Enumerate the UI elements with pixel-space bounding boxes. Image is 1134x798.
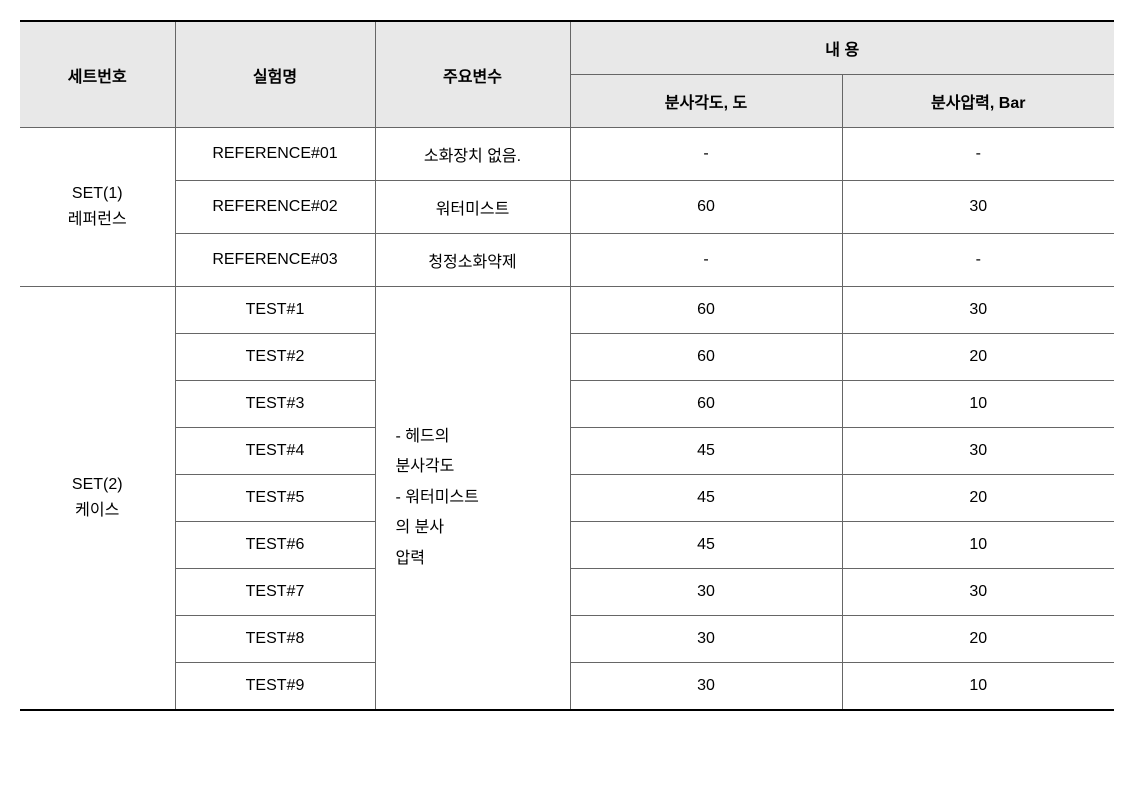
set2-mainvar-line: 의 분사 (396, 519, 445, 536)
cell-pressure: 10 (842, 381, 1114, 428)
cell-angle: - (570, 128, 842, 181)
table-header-row-1: 세트번호 실험명 주요변수 내 용 (20, 21, 1114, 75)
header-setno: 세트번호 (20, 21, 175, 128)
set2-label: SET(2) 케이스 (20, 287, 175, 711)
cell-pressure: 20 (842, 475, 1114, 522)
cell-angle: 30 (570, 569, 842, 616)
set2-mainvar-line: - 워터미스트 (396, 489, 479, 506)
cell-pressure: 30 (842, 428, 1114, 475)
table-row: REFERENCE#03 청정소화약제 - - (20, 234, 1114, 287)
cell-pressure: 30 (842, 181, 1114, 234)
cell-angle: - (570, 234, 842, 287)
set1-label-line1: SET(1) (72, 185, 123, 202)
cell-pressure: 20 (842, 616, 1114, 663)
table-row: SET(2) 케이스 TEST#1 - 헤드의 분사각도 - 워터미스트 의 분… (20, 287, 1114, 334)
cell-mainvar: 청정소화약제 (375, 234, 570, 287)
experiment-table: 세트번호 실험명 주요변수 내 용 분사각도, 도 분사압력, Bar SET(… (20, 20, 1114, 711)
set2-mainvar: - 헤드의 분사각도 - 워터미스트 의 분사 압력 (375, 287, 570, 711)
table-row: REFERENCE#02 워터미스트 60 30 (20, 181, 1114, 234)
cell-angle: 60 (570, 181, 842, 234)
cell-pressure: - (842, 234, 1114, 287)
cell-pressure: - (842, 128, 1114, 181)
cell-testname: TEST#9 (175, 663, 375, 711)
cell-testname: TEST#8 (175, 616, 375, 663)
header-content: 내 용 (570, 21, 1114, 75)
set2-label-line2: 케이스 (75, 502, 119, 519)
cell-pressure: 30 (842, 287, 1114, 334)
set2-mainvar-line: 분사각도 (396, 458, 455, 475)
cell-testname: REFERENCE#03 (175, 234, 375, 287)
header-angle: 분사각도, 도 (570, 75, 842, 128)
cell-angle: 60 (570, 287, 842, 334)
table-row: SET(1) 레퍼런스 REFERENCE#01 소화장치 없음. - - (20, 128, 1114, 181)
header-mainvar: 주요변수 (375, 21, 570, 128)
set2-label-line1: SET(2) (72, 476, 123, 493)
cell-mainvar: 워터미스트 (375, 181, 570, 234)
cell-angle: 45 (570, 475, 842, 522)
cell-pressure: 10 (842, 663, 1114, 711)
cell-angle: 60 (570, 334, 842, 381)
cell-angle: 45 (570, 522, 842, 569)
cell-angle: 60 (570, 381, 842, 428)
cell-mainvar: 소화장치 없음. (375, 128, 570, 181)
cell-testname: TEST#2 (175, 334, 375, 381)
header-pressure: 분사압력, Bar (842, 75, 1114, 128)
cell-pressure: 10 (842, 522, 1114, 569)
header-testname: 실험명 (175, 21, 375, 128)
cell-testname: TEST#7 (175, 569, 375, 616)
cell-testname: REFERENCE#02 (175, 181, 375, 234)
cell-angle: 30 (570, 663, 842, 711)
set2-mainvar-line: - 헤드의 (396, 428, 450, 445)
cell-testname: REFERENCE#01 (175, 128, 375, 181)
cell-testname: TEST#4 (175, 428, 375, 475)
experiment-table-container: 세트번호 실험명 주요변수 내 용 분사각도, 도 분사압력, Bar SET(… (20, 20, 1114, 711)
cell-testname: TEST#1 (175, 287, 375, 334)
cell-testname: TEST#3 (175, 381, 375, 428)
cell-angle: 45 (570, 428, 842, 475)
cell-pressure: 30 (842, 569, 1114, 616)
set2-mainvar-line: 압력 (396, 550, 425, 567)
cell-testname: TEST#6 (175, 522, 375, 569)
set1-label-line2: 레퍼런스 (68, 211, 127, 228)
cell-angle: 30 (570, 616, 842, 663)
set1-label: SET(1) 레퍼런스 (20, 128, 175, 287)
cell-testname: TEST#5 (175, 475, 375, 522)
cell-pressure: 20 (842, 334, 1114, 381)
